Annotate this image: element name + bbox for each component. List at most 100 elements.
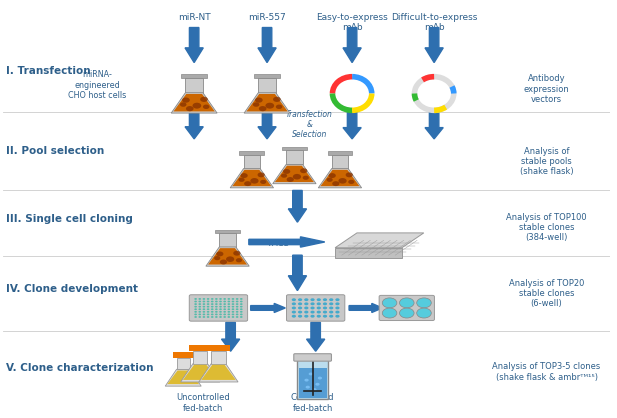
FancyArrow shape [185,28,203,63]
Circle shape [186,106,194,111]
Circle shape [329,298,333,301]
Circle shape [348,180,354,184]
Circle shape [211,311,213,313]
Circle shape [329,173,336,178]
Text: miR-557: miR-557 [248,13,286,22]
Circle shape [211,301,213,302]
Circle shape [240,308,242,310]
Circle shape [202,306,205,308]
Circle shape [202,308,205,310]
Circle shape [259,106,267,111]
Polygon shape [171,93,217,113]
Polygon shape [244,93,290,113]
Circle shape [231,314,234,315]
Polygon shape [282,147,307,150]
FancyArrow shape [251,303,285,313]
Polygon shape [207,345,230,351]
Polygon shape [230,168,273,188]
Circle shape [219,311,222,313]
Circle shape [304,315,308,318]
FancyArrow shape [249,237,325,247]
Circle shape [207,314,209,315]
Circle shape [335,306,339,309]
FancyArrow shape [288,255,307,291]
FancyArrow shape [307,322,325,351]
Text: miRNA-
engineered
CHO host cells: miRNA- engineered CHO host cells [68,70,126,100]
Circle shape [329,306,333,309]
Circle shape [260,180,267,184]
Circle shape [223,303,226,305]
Polygon shape [176,358,190,369]
Circle shape [293,174,301,179]
Circle shape [236,316,238,318]
Circle shape [298,315,302,318]
Circle shape [273,97,281,102]
FancyArrow shape [222,322,240,351]
Circle shape [332,181,339,186]
Circle shape [292,311,296,314]
Circle shape [323,302,327,305]
Circle shape [329,302,333,305]
Circle shape [211,308,213,310]
Circle shape [304,298,308,301]
FancyArrow shape [349,303,383,313]
Circle shape [215,314,218,315]
Circle shape [240,303,242,305]
Circle shape [383,298,397,308]
Circle shape [219,306,222,308]
Circle shape [236,311,238,313]
Circle shape [240,316,242,318]
Circle shape [292,302,296,305]
Text: Antibody
expression
vectors: Antibody expression vectors [524,74,569,104]
Circle shape [223,316,226,318]
Circle shape [255,97,263,103]
FancyArrow shape [258,110,276,139]
Circle shape [231,298,234,300]
Circle shape [194,306,197,308]
Circle shape [211,316,213,318]
Circle shape [317,315,321,318]
Circle shape [317,306,321,309]
Circle shape [416,298,431,308]
Circle shape [231,306,234,308]
Circle shape [202,316,205,318]
Circle shape [329,315,333,318]
Polygon shape [215,230,240,233]
Polygon shape [173,94,215,112]
Circle shape [199,314,201,315]
Circle shape [304,306,308,309]
Circle shape [236,301,238,302]
Polygon shape [181,74,207,78]
Polygon shape [318,168,362,188]
Circle shape [207,308,209,310]
Circle shape [251,178,259,184]
Text: Analysis of TOP100
stable clones
(384-well): Analysis of TOP100 stable clones (384-we… [506,213,587,242]
Circle shape [228,308,230,310]
Circle shape [240,306,242,308]
Text: IV. Clone development: IV. Clone development [6,284,138,294]
Circle shape [215,298,218,300]
Circle shape [329,311,333,314]
FancyBboxPatch shape [294,354,331,361]
Circle shape [399,308,414,318]
Circle shape [231,301,234,302]
Circle shape [335,302,339,305]
Circle shape [253,102,259,107]
Polygon shape [335,248,402,257]
Text: Uncontrolled
fed-batch: Uncontrolled fed-batch [176,393,230,413]
Polygon shape [320,170,360,186]
Circle shape [223,306,226,308]
Polygon shape [332,155,348,168]
Circle shape [335,311,339,314]
Text: Analysis of
stable pools
(shake flask): Analysis of stable pools (shake flask) [520,147,573,176]
Text: Controlled
fed-batch: Controlled fed-batch [291,393,334,413]
Text: Analysis of TOP3-5 clones
(shake flask & ambrᵀᴹ¹⁵): Analysis of TOP3-5 clones (shake flask &… [492,362,600,382]
FancyArrow shape [343,28,361,63]
FancyBboxPatch shape [297,357,328,399]
Circle shape [216,252,223,256]
Text: Transfection
&
Selection: Transfection & Selection [286,110,333,139]
Circle shape [283,169,290,174]
Polygon shape [193,351,207,364]
Circle shape [223,308,226,310]
Text: Easy-to-express
mAb: Easy-to-express mAb [317,13,388,33]
